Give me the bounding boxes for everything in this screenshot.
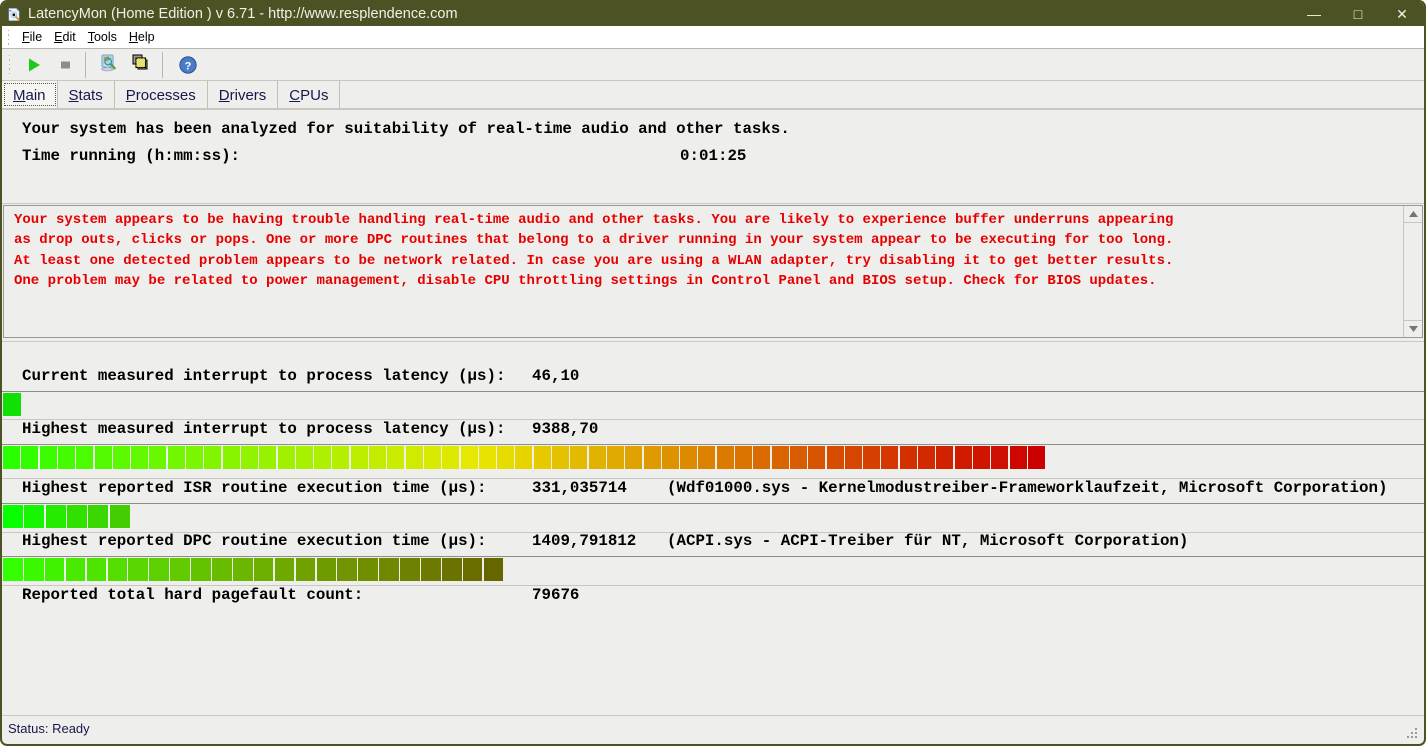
svg-text:?: ? <box>185 60 192 72</box>
